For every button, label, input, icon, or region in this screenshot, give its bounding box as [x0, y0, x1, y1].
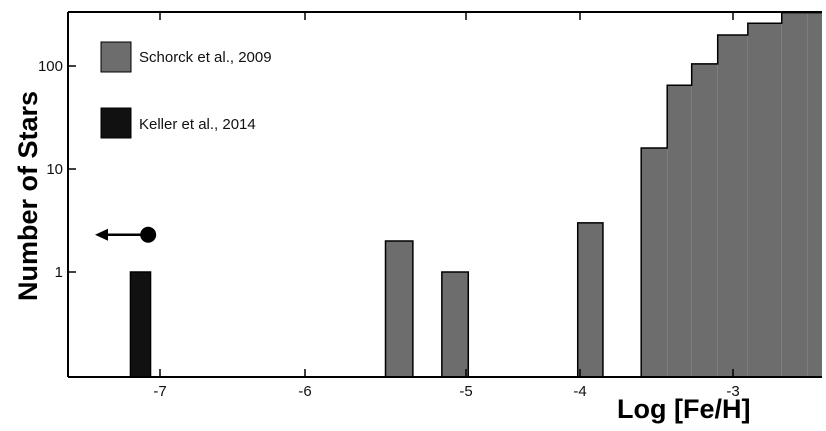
x-tick-label-0: -7 [153, 383, 166, 400]
hist-bin-5 [781, 12, 808, 377]
hist-bin-0 [641, 147, 668, 377]
limit-arrow-head-0 [95, 228, 108, 241]
axes-layer [67, 11, 822, 378]
hist-bin-6 [807, 12, 822, 377]
bar-schorck-2 [576, 222, 604, 378]
limit-point-0 [140, 226, 157, 243]
x-axis-title: Log [Fe/H] [617, 394, 750, 424]
legend-label-keller: Keller et al., 2014 [139, 116, 256, 133]
hist-bin-2 [691, 63, 718, 377]
hist-bin-1 [667, 85, 692, 377]
legend-label-schorck: Schorck et al., 2009 [139, 49, 272, 66]
hist-bin-3 [717, 34, 748, 378]
bars-layer [129, 11, 822, 378]
legend: Schorck et al., 2009 Keller et al., 2014 [100, 41, 272, 139]
annotation-layer [95, 226, 157, 243]
x-tick-label-2: -5 [459, 383, 472, 400]
hist-outline [640, 11, 822, 377]
y-tick-label-2: 100 [38, 58, 63, 75]
legend-swatch-keller [100, 107, 132, 139]
hist-bin-4 [747, 23, 782, 377]
ticks-layer: -7 -6 -5 -4 -3 1 10 100 [38, 12, 740, 400]
bar-schorck-1 [441, 271, 470, 378]
y-axis-title: Number of Stars [13, 91, 43, 301]
x-tick-label-3: -4 [573, 383, 586, 400]
bar-schorck-0 [384, 240, 414, 378]
x-tick-label-1: -6 [298, 383, 311, 400]
x-tick-label-4: -3 [726, 383, 739, 400]
legend-swatch-schorck [100, 41, 132, 73]
bar-keller-0 [129, 271, 152, 378]
y-tick-label-0: 1 [55, 264, 63, 281]
y-tick-label-1: 10 [46, 161, 63, 178]
